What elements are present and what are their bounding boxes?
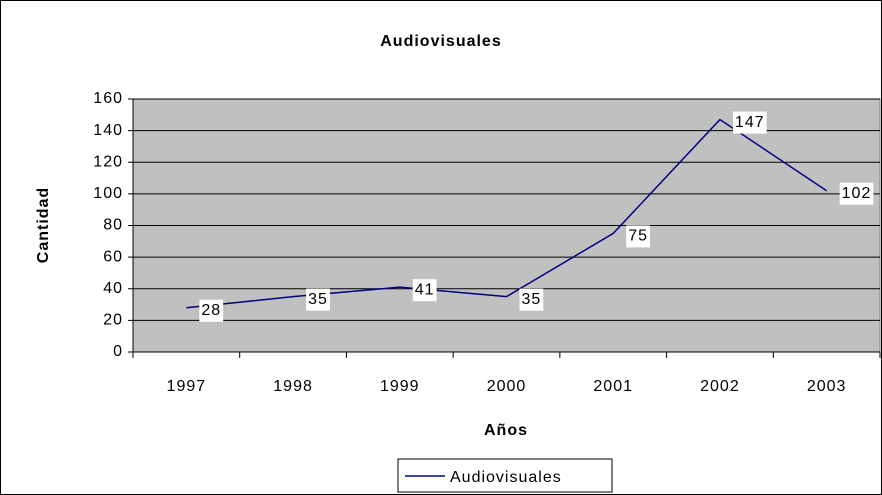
data-label-bg	[412, 279, 437, 302]
y-tick-label: 160	[93, 90, 123, 107]
data-label: 147	[735, 114, 765, 131]
data-label: 102	[842, 185, 872, 202]
data-label: 41	[415, 281, 435, 298]
data-label-bg	[519, 288, 544, 311]
x-tick-label: 1999	[380, 378, 420, 395]
y-tick-label: 40	[103, 280, 123, 297]
data-label: 35	[308, 291, 328, 308]
y-tick-label: 120	[93, 153, 123, 170]
data-label-bg	[732, 111, 767, 134]
data-label-bg	[626, 225, 651, 248]
y-tick-label: 60	[103, 248, 123, 265]
y-tick-label: 100	[93, 185, 123, 202]
y-tick-label: 0	[113, 343, 123, 360]
y-tick-label: 80	[103, 217, 123, 234]
y-tick-label: 140	[93, 122, 123, 139]
y-tick-label: 20	[103, 312, 123, 329]
series-line	[186, 118, 828, 309]
data-label-bg	[306, 288, 330, 311]
data-label: 28	[201, 302, 221, 319]
x-tick-label: 2001	[593, 378, 633, 395]
chart-title: Audiovisuales	[380, 33, 501, 50]
data-label-bg	[199, 299, 224, 322]
x-tick-label: 2000	[487, 378, 527, 395]
data-label: 75	[628, 228, 648, 245]
x-tick-label: 1998	[273, 378, 313, 395]
x-tick-label: 2003	[807, 378, 847, 395]
x-tick-label: 1997	[167, 378, 207, 395]
data-label-bg	[839, 182, 874, 205]
legend-label: Audiovisuales	[450, 469, 562, 486]
data-label: 35	[522, 291, 542, 308]
x-tick-label: 2002	[700, 378, 740, 395]
x-axis-title: Años	[484, 422, 528, 439]
y-axis-title: Cantidad	[35, 187, 52, 263]
